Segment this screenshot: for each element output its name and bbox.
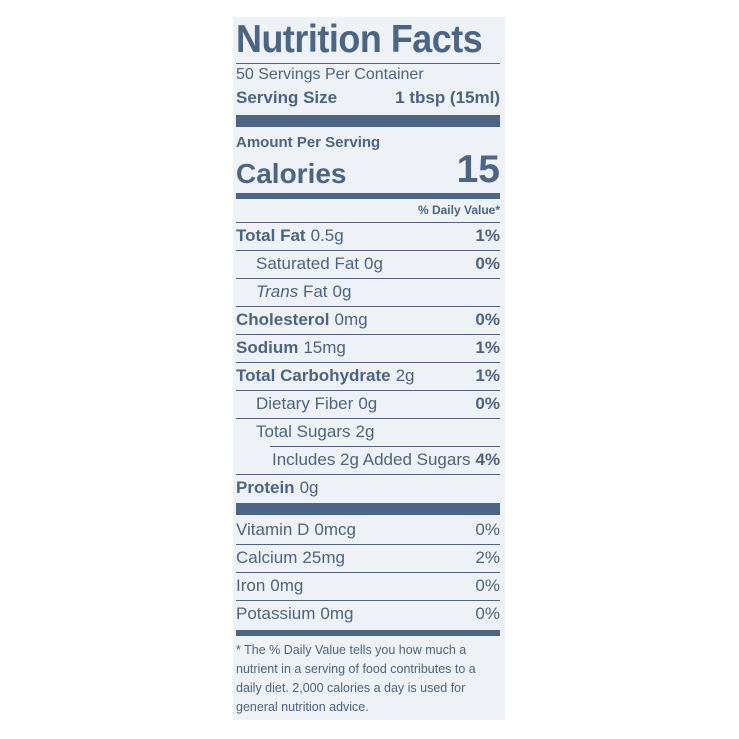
nutrient-amount: 2g: [355, 422, 375, 441]
vitamin-name: Calcium: [236, 548, 298, 567]
nutrient-row-total-sugars: Total Sugars 2g: [236, 422, 500, 442]
nutrient-amount: 0.5g: [310, 226, 344, 245]
row-divider: [236, 572, 500, 573]
nutrient-name: Includes 2g Added Sugars: [272, 450, 471, 469]
row-divider: [236, 334, 500, 335]
row-divider: [236, 418, 500, 419]
nutrient-name: Dietary Fiber: [256, 394, 354, 413]
calories-value: 15: [456, 148, 500, 191]
nutrient-dv: 1%: [475, 226, 500, 245]
row-divider: [236, 474, 500, 475]
nutrient-row-sodium: Sodium 15mg 1%: [236, 338, 500, 358]
vitamin-name: Potassium: [236, 604, 316, 623]
vitamin-row-vitamin-d: Vitamin D 0mcg 0%: [236, 520, 500, 540]
title-divider: [236, 63, 500, 64]
nutrient-name: Total Fat: [236, 226, 306, 245]
vitamin-dv: 0%: [475, 520, 500, 539]
nutrient-dv: 1%: [475, 366, 500, 385]
row-divider: [236, 600, 500, 601]
nutrient-amount: 0g: [332, 282, 352, 301]
vitamin-name: Vitamin D: [236, 520, 310, 539]
nutrient-dv: 0%: [475, 254, 500, 273]
vitamin-amount: 0mg: [320, 604, 354, 623]
calories-label: Calories: [236, 158, 347, 189]
serving-size-value: 1 tbsp (15ml): [395, 88, 500, 107]
row-divider: [236, 222, 500, 223]
row-divider: [236, 250, 500, 251]
footnote-line: nutrient in a serving of food contribute…: [236, 662, 476, 676]
vitamin-dv: 2%: [475, 548, 500, 567]
footnote-divider: [236, 630, 500, 636]
vitamin-row-calcium: Calcium 25mg 2%: [236, 548, 500, 568]
nutrient-amount: 0mg: [334, 310, 368, 329]
nutrient-name: Saturated Fat: [256, 254, 360, 273]
nutrient-row-added-sugars: Includes 2g Added Sugars 4%: [236, 450, 500, 470]
daily-value-header-row: % Daily Value*: [236, 203, 500, 217]
label-background: [233, 17, 505, 720]
vitamin-dv: 0%: [475, 604, 500, 623]
nutrient-dv: 0%: [475, 310, 500, 329]
nutrient-row-trans-fat: Trans Fat 0g: [236, 282, 500, 302]
vitamin-amount: 0mcg: [314, 520, 356, 539]
thick-divider-bottom: [236, 503, 500, 515]
servings-per-container: 50 Servings Per Container: [236, 66, 424, 83]
nutrient-amount: 2g: [395, 366, 415, 385]
nutrient-amount: 0g: [364, 254, 383, 273]
daily-value-header: % Daily Value*: [417, 203, 500, 217]
nutrient-dv: 0%: [475, 394, 500, 413]
label-title: Nutrition Facts: [236, 18, 483, 61]
nutrient-name: Total Carbohydrate: [236, 366, 391, 385]
vitamin-amount: 25mg: [302, 548, 345, 567]
row-divider: [236, 278, 500, 279]
amount-per-serving: Amount Per Serving: [236, 134, 381, 151]
row-divider: [270, 446, 500, 447]
nutrient-name-italic: Trans: [256, 282, 299, 301]
thick-divider-top: [236, 115, 500, 127]
amount-per-serving-row: Amount Per Serving: [236, 134, 500, 151]
serving-size-label: Serving Size: [236, 88, 338, 107]
row-divider: [236, 362, 500, 363]
nutrient-amount: 15mg: [303, 338, 346, 357]
row-divider: [236, 306, 500, 307]
footnote-line: daily diet. 2,000 calories a day is used…: [236, 681, 466, 695]
nutrient-dv: 1%: [475, 338, 500, 357]
daily-value-footnote: * The % Daily Value tells you how much a…: [236, 641, 500, 717]
nutrient-row-dietary-fiber: Dietary Fiber 0g 0%: [236, 394, 500, 414]
nutrient-name: Sodium: [236, 338, 299, 357]
nutrient-name: Protein: [236, 478, 295, 497]
vitamin-row-potassium: Potassium 0mg 0%: [236, 604, 500, 624]
nutrient-dv: 4%: [475, 450, 501, 469]
medium-divider: [236, 193, 500, 199]
nutrient-row-cholesterol: Cholesterol 0mg 0%: [236, 310, 500, 330]
row-divider: [236, 390, 500, 391]
footnote-line: general nutrition advice.: [236, 700, 369, 714]
serving-size-row: Serving Size 1 tbsp (15ml): [236, 88, 500, 108]
row-divider: [236, 544, 500, 545]
nutrient-row-total-carbohydrate: Total Carbohydrate 2g 1%: [236, 366, 500, 386]
nutrient-row-protein: Protein 0g: [236, 478, 500, 498]
nutrient-amount: 0g: [299, 478, 319, 497]
footnote-line: * The % Daily Value tells you how much a: [236, 643, 467, 657]
nutrient-name: Fat: [302, 282, 328, 301]
vitamin-amount: 0mg: [270, 576, 304, 595]
nutrient-row-saturated-fat: Saturated Fat 0g 0%: [236, 254, 500, 274]
nutrient-amount: 0g: [358, 394, 378, 413]
servings-per-container-row: 50 Servings Per Container: [236, 66, 500, 84]
vitamin-row-iron: Iron 0mg 0%: [236, 576, 500, 596]
vitamin-name: Iron: [236, 576, 266, 595]
nutrient-row-total-fat: Total Fat 0.5g 1%: [236, 226, 500, 246]
nutrient-name: Cholesterol: [236, 310, 330, 329]
vitamin-dv: 0%: [475, 576, 500, 595]
calories-row: Calories 15: [236, 150, 500, 190]
nutrient-name: Total Sugars: [256, 422, 351, 441]
